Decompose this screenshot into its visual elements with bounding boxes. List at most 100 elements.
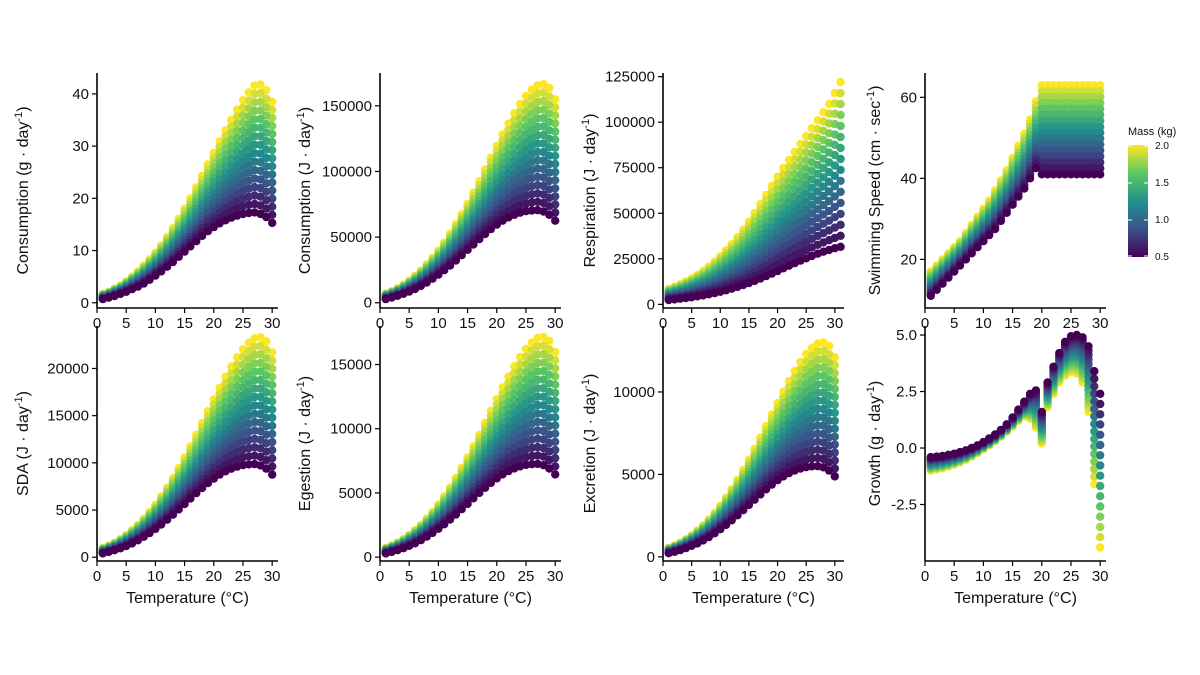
data-point (262, 204, 271, 213)
x-tick-label: 15 (459, 568, 476, 585)
data-point (268, 162, 277, 171)
x-tick-label: 0 (376, 315, 384, 332)
data-point (262, 362, 271, 371)
data-point (515, 352, 525, 362)
data-point (1096, 420, 1105, 429)
data-point (1060, 158, 1070, 167)
x-axis-title: Temperature (°C) (954, 590, 1077, 607)
data-point (1049, 152, 1058, 161)
data-point (938, 279, 947, 288)
data-point (1072, 170, 1082, 179)
data-point (256, 140, 265, 150)
data-point (1055, 134, 1064, 143)
data-point (268, 405, 277, 414)
data-point (807, 200, 817, 209)
data-point (1043, 170, 1052, 179)
data-point (1043, 81, 1052, 90)
data-point (836, 99, 845, 109)
data-point (250, 409, 259, 418)
data-point (836, 198, 845, 208)
data-point (1060, 104, 1070, 114)
data-point (250, 392, 259, 402)
y-axis-title-sup: -1 (13, 112, 25, 122)
data-point (973, 243, 982, 252)
data-point (996, 216, 1006, 226)
data-point (1084, 146, 1093, 155)
data-point (227, 154, 236, 164)
data-point (1049, 116, 1058, 126)
data-point (961, 255, 971, 264)
data-point (1060, 86, 1070, 96)
data-point (1072, 86, 1082, 96)
x-tick-label: 25 (1063, 568, 1080, 585)
y-axis-title-sup: -1 (865, 386, 877, 396)
y-axis-title-close: ) (297, 107, 314, 112)
x-tick-label: 15 (459, 315, 476, 332)
x-tick-label: 5 (687, 568, 695, 585)
data-point (157, 520, 166, 529)
x-tick-label: 25 (518, 315, 535, 332)
data-point (515, 107, 525, 116)
x-tick-label: 25 (518, 568, 535, 585)
y-axis-title-main: Consumption (g · day (15, 122, 32, 275)
data-point (180, 247, 189, 256)
data-point (1096, 116, 1105, 126)
data-point (256, 132, 265, 141)
data-point (1055, 110, 1064, 120)
y-axis-title-close: ) (867, 381, 884, 386)
data-point (1066, 134, 1076, 143)
data-point (1078, 140, 1087, 149)
data-point (950, 267, 959, 276)
data-point (1084, 81, 1093, 90)
data-point (1090, 81, 1099, 90)
data-point (1078, 98, 1087, 108)
data-point (830, 472, 839, 481)
y-tick-label: 20000 (47, 360, 89, 377)
data-point (203, 227, 213, 236)
y-axis-title-sup: -1 (580, 119, 592, 129)
data-point (551, 151, 560, 161)
x-tick-label: 10 (712, 568, 729, 585)
data-point (451, 256, 461, 265)
data-point (830, 192, 839, 201)
data-point (1066, 140, 1076, 149)
x-tick-label: 20 (769, 315, 786, 332)
data-point (545, 185, 554, 194)
data-point (262, 456, 271, 465)
data-point (262, 447, 271, 456)
x-tick-label: 15 (176, 315, 193, 332)
data-point (256, 88, 265, 98)
data-point (1096, 140, 1105, 149)
data-point (1066, 158, 1076, 167)
panel-consumption-j: 0 5 10 15 20 25 30 0 50000 100000 150000 Consumptio… (295, 73, 564, 332)
y-axis-title: Consumption (g · day-1) (13, 106, 32, 274)
x-tick-label: 30 (1092, 315, 1109, 332)
data-point (1066, 110, 1076, 120)
data-point (1049, 164, 1058, 173)
data-point (1096, 128, 1105, 137)
data-point (1066, 86, 1076, 96)
data-point (262, 396, 271, 405)
data-point (1078, 333, 1087, 342)
y-axis-title-sup: -1 (295, 112, 307, 122)
data-point (1043, 128, 1052, 137)
data-point (197, 483, 207, 493)
data-point (262, 162, 271, 171)
data-point (1037, 92, 1047, 102)
data-point (545, 134, 554, 143)
data-point (1060, 116, 1070, 126)
y-tick-label: 0 (364, 295, 372, 312)
data-point (1049, 92, 1058, 102)
data-point (1060, 164, 1070, 173)
data-point (1084, 122, 1093, 131)
data-point (1084, 170, 1093, 179)
data-point (1084, 134, 1093, 143)
data-points (98, 333, 277, 558)
data-point (1090, 146, 1099, 155)
data-point (1031, 386, 1041, 395)
y-axis-title-main: Swimming Speed (cm · sec (867, 101, 884, 296)
data-point (836, 220, 845, 229)
data-point (836, 176, 845, 186)
data-point (1055, 140, 1064, 149)
data-point (262, 345, 271, 354)
